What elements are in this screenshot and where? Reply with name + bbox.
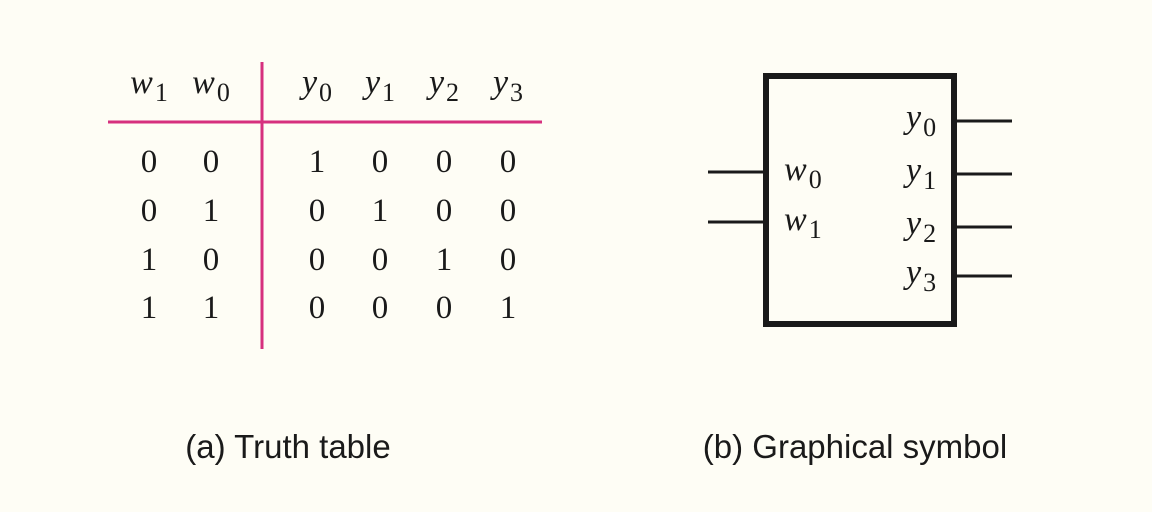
table-row: 0 1 0 1 0 0 — [141, 193, 517, 229]
table-cell: 0 — [436, 144, 453, 180]
output-header-y2: y2 — [426, 64, 459, 107]
table-cell: 0 — [141, 144, 158, 180]
table-cell: 0 — [500, 193, 517, 229]
table-cell: 0 — [372, 144, 389, 180]
table-cell: 1 — [141, 290, 158, 326]
input-header-w1: w1 — [130, 64, 168, 107]
table-cell: 1 — [500, 290, 517, 326]
decoder-block — [763, 73, 957, 327]
table-cell: 1 — [309, 144, 326, 180]
table-cell: 1 — [141, 242, 158, 278]
input-label-w0: w0 — [784, 151, 822, 194]
truth-table: w1 w0 y0 y1 y2 y3 0 0 1 0 0 0 0 1 0 1 0 0 1 0 0 0 1 0 1 1 0 0 0 1 — [108, 62, 542, 349]
truth-table-headers: w1 w0 y0 y1 y2 y3 — [130, 64, 523, 107]
table-cell: 0 — [500, 242, 517, 278]
table-cell: 0 — [309, 193, 326, 229]
table-cell: 1 — [203, 193, 220, 229]
table-cell: 0 — [500, 144, 517, 180]
output-header-y1: y1 — [362, 64, 395, 107]
decoder-outputs: y0 y1 y2 y3 — [903, 99, 1012, 297]
table-cell: 1 — [372, 193, 389, 229]
output-label-y2: y2 — [903, 205, 936, 248]
output-header-y0: y0 — [299, 64, 332, 107]
input-label-w1: w1 — [784, 201, 822, 244]
output-label-y3: y3 — [903, 254, 936, 297]
table-cell: 0 — [372, 290, 389, 326]
input-header-w0: w0 — [192, 64, 230, 107]
table-row: 1 0 0 0 1 0 — [141, 242, 517, 278]
output-label-y0: y0 — [903, 99, 936, 142]
output-label-y1: y1 — [903, 152, 936, 195]
table-cell: 0 — [309, 242, 326, 278]
table-cell: 0 — [436, 290, 453, 326]
table-row: 1 1 0 0 0 1 — [141, 290, 517, 326]
table-cell: 0 — [436, 193, 453, 229]
truth-table-caption: (a) Truth table — [185, 428, 390, 465]
table-row: 0 0 1 0 0 0 — [141, 144, 517, 180]
graphical-symbol-caption: (b) Graphical symbol — [703, 428, 1007, 465]
table-cell: 0 — [203, 144, 220, 180]
truth-table-body: 0 0 1 0 0 0 0 1 0 1 0 0 1 0 0 0 1 0 1 1 0 0 0 1 — [141, 144, 517, 326]
table-cell: 0 — [141, 193, 158, 229]
table-cell: 0 — [203, 242, 220, 278]
table-cell: 1 — [203, 290, 220, 326]
table-cell: 0 — [372, 242, 389, 278]
output-header-y3: y3 — [490, 64, 523, 107]
table-cell: 0 — [309, 290, 326, 326]
table-cell: 1 — [436, 242, 453, 278]
